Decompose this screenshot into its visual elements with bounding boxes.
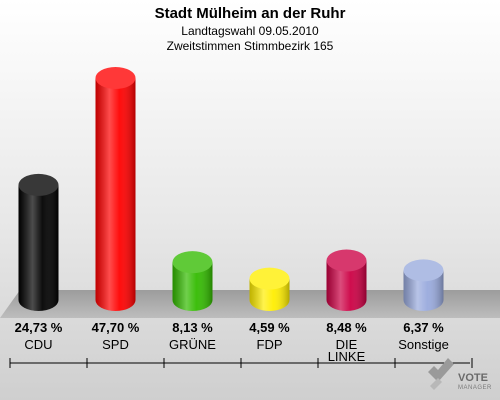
- bar-grüne: [172, 251, 213, 311]
- bar-shading: [18, 184, 59, 311]
- bar-fdp: [249, 267, 290, 311]
- brand-tagline: MANAGER: [458, 385, 492, 391]
- value-label: 8,13 %: [172, 320, 213, 335]
- category-ticks-group: [9, 358, 473, 368]
- bar-shading: [403, 270, 444, 311]
- bar-top-cap: [172, 251, 213, 274]
- category-label: SPD: [102, 337, 129, 352]
- bar-sonstige: [403, 259, 444, 311]
- category-label: Sonstige: [398, 337, 449, 352]
- bar-top-cap: [95, 67, 136, 89]
- category-label: DIE: [336, 337, 358, 352]
- chart-subtitle-date: Landtagswahl 09.05.2010: [181, 24, 319, 38]
- bar-shading: [95, 78, 136, 311]
- bar-top-cap: [403, 259, 444, 282]
- value-label: 6,37 %: [403, 320, 444, 335]
- bar-top-cap: [18, 173, 59, 196]
- category-label: CDU: [24, 337, 52, 352]
- bar-top-cap: [326, 249, 367, 272]
- bar-die-linke: [326, 249, 367, 311]
- value-label: 8,48 %: [326, 320, 367, 335]
- bar-shading: [326, 260, 367, 311]
- labels-group: 24,73 % CDU 47,70 % SPD 8,13 % GRÜNE 4,59 % FDP…: [15, 320, 449, 364]
- value-label: 47,70 %: [92, 320, 140, 335]
- category-label: GRÜNE: [169, 337, 216, 352]
- bar-cdu: [18, 173, 59, 311]
- bar-top-cap: [249, 267, 290, 290]
- brand-name: VOTE: [458, 372, 488, 384]
- category-label: LINKE: [328, 349, 366, 364]
- vote-manager-checkmark-icon: [428, 358, 454, 390]
- bar-spd: [95, 67, 136, 311]
- category-label: FDP: [257, 337, 283, 352]
- chart-title: Stadt Mülheim an der Ruhr: [155, 5, 346, 22]
- vote-manager-logo: VOTE MANAGER: [428, 358, 492, 391]
- bar-shading: [172, 262, 213, 311]
- value-label: 4,59 %: [249, 320, 290, 335]
- bars-group: [18, 67, 444, 311]
- chart-subtitle-district: Zweitstimmen Stimmbezirk 165: [167, 39, 334, 53]
- value-label: 24,73 %: [15, 320, 63, 335]
